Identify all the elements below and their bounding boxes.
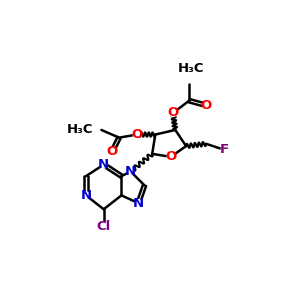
Text: H₃C: H₃C: [67, 123, 94, 136]
Circle shape: [82, 192, 89, 199]
Circle shape: [221, 146, 228, 153]
Text: O: O: [165, 150, 176, 164]
Text: H₃C: H₃C: [178, 61, 205, 74]
Text: O: O: [131, 128, 142, 141]
Circle shape: [133, 131, 140, 138]
Text: N: N: [133, 196, 144, 210]
Text: Cl: Cl: [97, 220, 111, 233]
Circle shape: [167, 153, 174, 161]
Text: F: F: [220, 143, 229, 157]
Circle shape: [109, 148, 116, 155]
Circle shape: [202, 102, 210, 109]
Text: N: N: [125, 165, 136, 178]
Circle shape: [99, 222, 108, 232]
Circle shape: [127, 168, 134, 175]
Text: O: O: [167, 106, 178, 119]
Circle shape: [100, 161, 107, 168]
Circle shape: [169, 110, 176, 116]
Circle shape: [135, 200, 142, 207]
Text: O: O: [106, 145, 118, 158]
Text: N: N: [80, 189, 92, 202]
Text: N: N: [98, 158, 109, 171]
Text: O: O: [200, 99, 212, 112]
